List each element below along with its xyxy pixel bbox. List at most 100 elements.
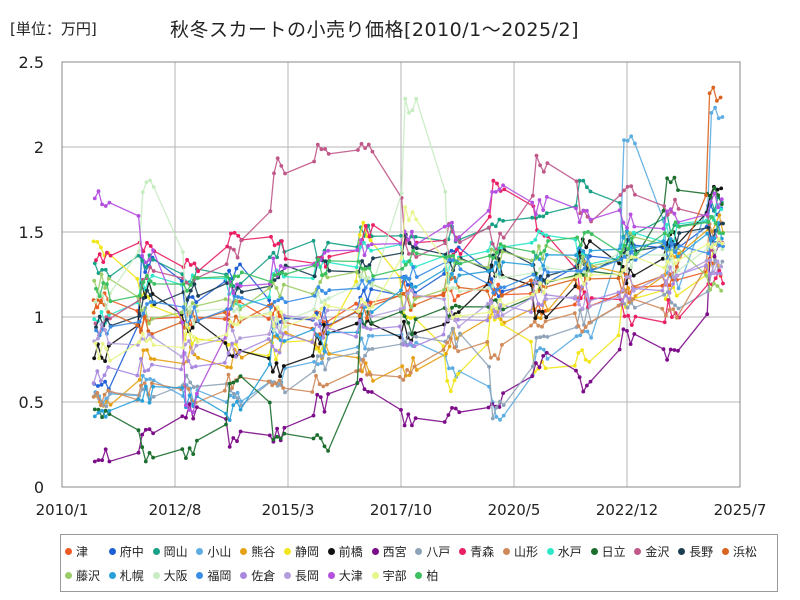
data-point <box>227 268 232 273</box>
data-point <box>676 258 681 262</box>
data-point <box>145 273 149 278</box>
data-point <box>363 285 368 290</box>
data-point <box>326 240 330 245</box>
data-point <box>622 138 626 143</box>
data-point <box>354 301 358 306</box>
data-point <box>540 309 545 314</box>
data-point <box>403 205 408 210</box>
data-point <box>236 295 241 299</box>
data-point <box>442 224 447 229</box>
data-point <box>311 316 315 321</box>
data-point <box>226 343 231 347</box>
data-point <box>370 347 375 351</box>
data-point <box>413 285 418 289</box>
data-point <box>108 253 113 258</box>
legend-item: 西宮 <box>371 539 416 563</box>
data-point <box>494 405 499 410</box>
data-point <box>453 279 458 284</box>
data-point <box>706 220 711 225</box>
data-point <box>411 245 415 250</box>
data-point <box>105 250 109 255</box>
data-point <box>580 348 584 352</box>
data-point <box>537 365 542 370</box>
data-point <box>106 310 111 314</box>
data-point <box>279 310 284 315</box>
data-point <box>453 318 457 323</box>
data-point <box>397 324 402 329</box>
legend-item: 青森 <box>459 539 503 563</box>
data-point <box>184 456 188 460</box>
data-point <box>323 259 328 264</box>
data-point <box>92 317 97 322</box>
data-point <box>234 266 239 271</box>
data-point <box>103 286 107 290</box>
data-point <box>668 207 673 212</box>
data-point <box>617 295 621 299</box>
data-point <box>399 191 404 196</box>
data-point <box>96 384 100 388</box>
data-point <box>665 259 670 264</box>
data-point <box>501 303 506 308</box>
data-point <box>231 380 236 385</box>
data-point <box>629 184 634 189</box>
data-point <box>633 305 637 310</box>
data-point <box>457 235 462 239</box>
data-point <box>229 306 233 311</box>
data-point <box>140 253 145 258</box>
data-point <box>227 381 232 386</box>
data-point <box>588 189 593 194</box>
data-point <box>633 258 638 262</box>
legend-item: 岡山 <box>152 539 197 563</box>
data-point <box>92 261 97 266</box>
data-point <box>407 110 411 115</box>
x-tick-label: 2012/8 <box>149 501 202 519</box>
data-point <box>91 381 96 386</box>
data-point <box>312 313 316 318</box>
data-point <box>227 418 232 422</box>
data-point <box>312 307 316 312</box>
data-point <box>354 279 358 284</box>
data-point <box>529 296 534 300</box>
data-point <box>268 209 273 214</box>
data-point <box>632 332 637 336</box>
data-point <box>108 316 112 321</box>
data-point <box>441 291 446 296</box>
data-point <box>326 357 331 361</box>
data-point <box>267 295 272 299</box>
data-point <box>235 390 240 395</box>
data-point <box>224 332 229 337</box>
data-point <box>238 429 243 434</box>
data-point <box>665 209 669 214</box>
data-point <box>369 248 374 253</box>
data-point <box>674 293 679 298</box>
data-point <box>266 337 271 341</box>
data-point <box>272 299 277 304</box>
data-point <box>720 247 725 252</box>
data-point <box>238 262 242 267</box>
data-point <box>538 251 543 256</box>
data-point <box>195 391 199 396</box>
data-point <box>666 298 671 302</box>
data-point <box>501 413 506 418</box>
data-point <box>399 408 403 412</box>
legend-marker <box>371 571 379 579</box>
data-point <box>458 289 462 294</box>
data-point <box>496 294 501 299</box>
data-point <box>538 163 542 168</box>
data-point <box>357 318 362 323</box>
data-point <box>402 423 407 428</box>
data-point <box>671 275 676 280</box>
data-point <box>327 288 332 293</box>
data-point <box>103 359 107 363</box>
data-point <box>148 244 153 248</box>
data-point <box>578 211 583 216</box>
legend-label: 山形 <box>513 544 538 559</box>
data-point <box>673 197 677 202</box>
data-point <box>486 301 490 306</box>
data-point <box>718 95 723 100</box>
data-point <box>544 350 549 355</box>
data-point <box>541 208 546 213</box>
data-point <box>444 255 448 260</box>
data-point <box>708 287 713 292</box>
data-point <box>181 282 186 287</box>
